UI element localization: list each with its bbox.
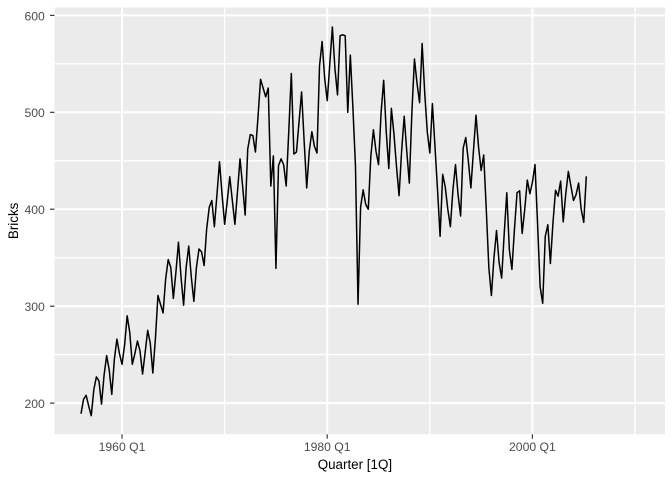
svg-text:2000 Q1: 2000 Q1 bbox=[509, 440, 556, 454]
svg-text:1960 Q1: 1960 Q1 bbox=[99, 440, 146, 454]
svg-text:200: 200 bbox=[24, 397, 45, 411]
svg-text:400: 400 bbox=[24, 203, 45, 217]
svg-text:Bricks: Bricks bbox=[6, 202, 21, 239]
svg-text:600: 600 bbox=[24, 9, 45, 23]
svg-text:300: 300 bbox=[24, 300, 45, 314]
svg-text:500: 500 bbox=[24, 106, 45, 120]
svg-text:1980 Q1: 1980 Q1 bbox=[304, 440, 351, 454]
svg-text:Quarter [1Q]: Quarter [1Q] bbox=[318, 457, 392, 472]
